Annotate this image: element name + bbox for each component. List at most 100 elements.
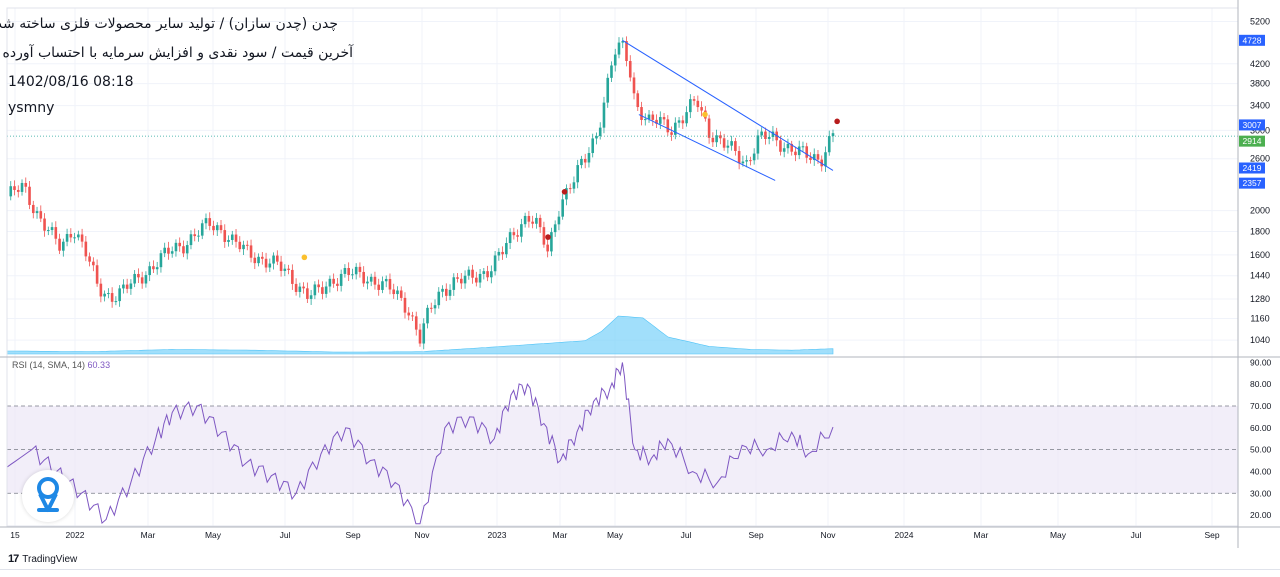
rsi-tick-label: 70.00 bbox=[1250, 401, 1272, 411]
signal-dot bbox=[702, 111, 708, 118]
trendline bbox=[638, 114, 776, 181]
candle-body bbox=[396, 290, 399, 295]
candle-body bbox=[399, 290, 403, 298]
candle-body bbox=[444, 288, 448, 296]
price-tick-label: 1440 bbox=[1250, 271, 1270, 281]
candle-body bbox=[460, 278, 463, 284]
candle-body bbox=[313, 284, 317, 296]
price-label-box bbox=[1239, 135, 1265, 147]
candle-body bbox=[610, 65, 613, 78]
price-tick-label: 1160 bbox=[1250, 314, 1269, 324]
rsi-line bbox=[6, 362, 834, 525]
candle-body bbox=[31, 204, 35, 214]
rsi-tick-label: 90.00 bbox=[1250, 357, 1272, 367]
candle-body bbox=[636, 93, 640, 108]
candle-body bbox=[155, 267, 159, 270]
candle-body bbox=[561, 199, 564, 217]
candle-body bbox=[546, 244, 549, 252]
candle-body bbox=[28, 186, 31, 205]
price-label-box bbox=[1239, 162, 1265, 174]
time-tick-label: Nov bbox=[414, 530, 430, 540]
chart-datetime: 1402/08/16 08:18 bbox=[8, 74, 134, 90]
candle-body bbox=[144, 275, 148, 284]
candle-body bbox=[148, 266, 151, 276]
candle-body bbox=[219, 225, 223, 231]
signal-dot bbox=[561, 188, 568, 195]
candle-body bbox=[118, 288, 121, 302]
candle-body bbox=[336, 283, 339, 286]
candle-body bbox=[9, 186, 13, 197]
candle-body bbox=[786, 143, 790, 149]
candle-body bbox=[606, 77, 610, 103]
price-label-box bbox=[1239, 119, 1265, 131]
candle-body bbox=[174, 242, 178, 252]
candle-body bbox=[411, 315, 414, 317]
candle-body bbox=[276, 255, 279, 262]
rsi-legend[interactable]: RSI (14, SMA, 14) 60.33 bbox=[12, 360, 110, 370]
price-tick-label: 1280 bbox=[1250, 294, 1270, 304]
candle-body bbox=[261, 256, 264, 259]
candle-body bbox=[366, 281, 369, 284]
time-tick-label: 2023 bbox=[488, 530, 507, 540]
candle-body bbox=[531, 221, 534, 224]
candle-body bbox=[362, 271, 365, 284]
candle-body bbox=[129, 283, 133, 289]
candle-body bbox=[245, 244, 249, 246]
candle-body bbox=[69, 233, 73, 238]
candle-body bbox=[328, 278, 332, 287]
candle-body bbox=[193, 234, 197, 237]
candle-body bbox=[253, 257, 257, 264]
candle-body bbox=[827, 136, 831, 153]
chart-author: ysmny bbox=[8, 100, 55, 116]
candle-body bbox=[715, 135, 718, 143]
candle-body bbox=[779, 140, 782, 152]
candle-body bbox=[92, 261, 95, 266]
candle-body bbox=[538, 217, 542, 228]
candle-body bbox=[133, 273, 136, 284]
candle-body bbox=[294, 283, 298, 292]
candle-body bbox=[782, 148, 786, 152]
candle-body bbox=[572, 182, 576, 189]
candle-body bbox=[794, 151, 797, 156]
rsi-series bbox=[6, 362, 834, 525]
candle-body bbox=[505, 243, 508, 255]
price-label-box bbox=[1239, 177, 1265, 189]
candle-body bbox=[658, 117, 662, 124]
candle-body bbox=[234, 234, 238, 242]
candle-body bbox=[475, 277, 478, 283]
candle-body bbox=[448, 289, 452, 296]
candle-body bbox=[441, 288, 444, 292]
time-tick-label: 2022 bbox=[66, 530, 85, 540]
candle-body bbox=[591, 138, 595, 154]
candle-body bbox=[16, 189, 20, 192]
candle-body bbox=[317, 284, 320, 288]
tick-labels: 1040116012801440160018002000260030003400… bbox=[10, 16, 1271, 540]
candle-body bbox=[745, 160, 748, 162]
time-tick-label: Mar bbox=[974, 530, 989, 540]
axes bbox=[0, 0, 1280, 548]
rsi-tick-label: 40.00 bbox=[1250, 466, 1272, 476]
candle-body bbox=[167, 247, 170, 254]
candle-body bbox=[170, 251, 174, 254]
candle-body bbox=[24, 182, 28, 187]
trendline bbox=[622, 39, 834, 171]
chart-title: چدن (چدن سازان) / تولید سایر محصولات فلز… bbox=[0, 16, 338, 32]
candle-body bbox=[542, 227, 546, 245]
candle-body bbox=[230, 234, 234, 240]
time-tick-label: Jul bbox=[681, 530, 692, 540]
candle-body bbox=[726, 145, 730, 148]
candle-body bbox=[625, 41, 628, 62]
candle-body bbox=[223, 230, 227, 242]
candle-body bbox=[613, 54, 617, 66]
candle-body bbox=[257, 256, 260, 264]
trendlines bbox=[7, 39, 1238, 181]
candle-body bbox=[741, 161, 745, 164]
candle-body bbox=[287, 268, 290, 270]
candle-body bbox=[730, 141, 733, 146]
candle-body bbox=[809, 157, 812, 160]
candle-body bbox=[790, 143, 793, 152]
tradingview-brand[interactable]: 17 TradingView bbox=[8, 553, 77, 565]
candle-body bbox=[35, 211, 39, 214]
candle-body bbox=[298, 286, 302, 292]
